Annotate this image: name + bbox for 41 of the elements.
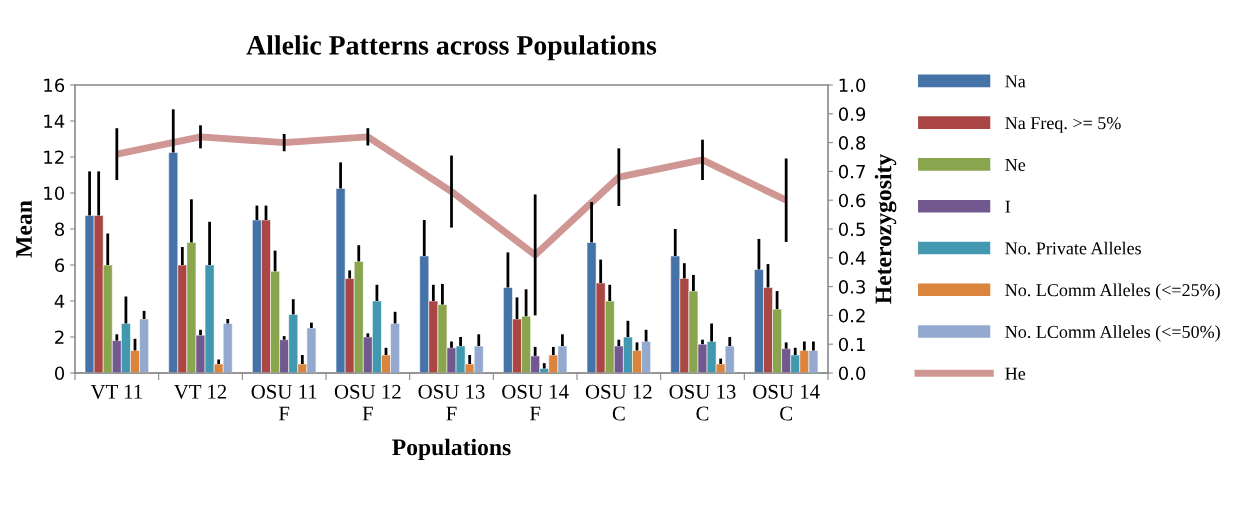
legend-label: I bbox=[1005, 200, 1011, 213]
legend-label: He bbox=[1005, 367, 1026, 380]
y-tick-label: 4 bbox=[54, 294, 65, 308]
y-tick-label: 6 bbox=[55, 258, 65, 273]
x-tick-label: OSU 13 F bbox=[418, 384, 485, 421]
y2-tick-label: 0.2 bbox=[838, 308, 865, 323]
y2-axis-title: Heterozygosity bbox=[874, 154, 897, 304]
y2-tick-label: 0.5 bbox=[838, 222, 865, 237]
y2-tick-label: 0.7 bbox=[838, 164, 865, 179]
y2-tick-label: 0.0 bbox=[838, 366, 866, 381]
legend-label: Na bbox=[1005, 75, 1026, 88]
chart-title: Allelic Patterns across Populations bbox=[246, 35, 657, 61]
x-tick-label: VT 12 bbox=[174, 384, 227, 399]
legend-label: Ne bbox=[1005, 158, 1026, 171]
y-axis-title: Mean bbox=[16, 200, 32, 258]
x-tick-label: OSU 12 C bbox=[585, 384, 652, 421]
y-tick-label: 10 bbox=[44, 186, 65, 201]
x-tick-label: VT 11 bbox=[90, 384, 142, 399]
legend-label: Na Freq. >= 5% bbox=[1005, 116, 1121, 133]
x-tick-label: OSU 14 C bbox=[753, 384, 820, 421]
y2-tick-label: 0.8 bbox=[838, 136, 866, 150]
y2-tick-label: 0.3 bbox=[838, 280, 865, 294]
x-tick-label: OSU 11 F bbox=[251, 384, 317, 421]
y-tick-label: 12 bbox=[44, 150, 64, 164]
y2-tick-label: 0.4 bbox=[838, 251, 866, 265]
y2-tick-label: 0.9 bbox=[838, 107, 866, 121]
y-tick-label: 16 bbox=[44, 78, 65, 93]
y-tick-label: 14 bbox=[44, 114, 65, 128]
y2-tick-label: 0.1 bbox=[838, 337, 865, 352]
y-tick-label: 2 bbox=[55, 330, 64, 344]
x-axis-title: Populations bbox=[392, 438, 511, 461]
legend-label: No. LComm Alleles (<=50%) bbox=[1005, 325, 1220, 342]
legend-label: No. LComm Alleles (<=25%) bbox=[1005, 283, 1220, 300]
x-tick-label: OSU 13 C bbox=[669, 384, 736, 421]
legend-label: No. Private Alleles bbox=[1005, 241, 1141, 255]
y2-tick-label: 1.0 bbox=[839, 78, 866, 93]
y2-tick-label: 0.6 bbox=[838, 193, 866, 208]
x-tick-label: OSU 14 F bbox=[502, 384, 569, 421]
y-tick-label: 8 bbox=[55, 222, 65, 237]
x-tick-label: OSU 12 F bbox=[334, 384, 401, 421]
y-tick-label: 0 bbox=[54, 366, 65, 381]
